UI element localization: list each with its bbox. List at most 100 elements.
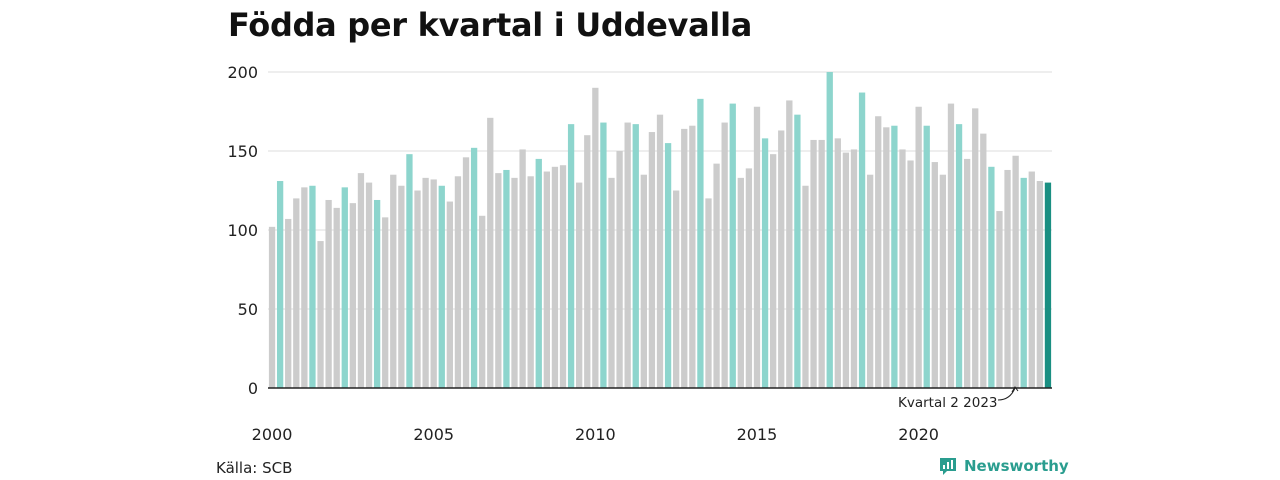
newsworthy-logo-icon [940,458,956,475]
bar [268,226,276,388]
bar [438,185,445,388]
bar [293,198,300,388]
bar [850,149,858,388]
bars [268,72,1052,389]
bar [729,103,736,388]
bar [963,158,971,388]
bar [535,158,542,388]
bar [309,185,316,388]
bar [947,103,955,388]
x-tick-label: 2020 [898,425,939,444]
bar [325,199,332,388]
bar [551,166,559,388]
newsworthy-logo[interactable]: Newsworthy [938,456,1069,476]
bar [341,187,348,388]
bar [1012,155,1019,388]
bar [333,207,340,388]
bar [883,127,890,389]
x-tick-label: 2015 [737,425,778,444]
annotation-label: Kvartal 2 2023 [898,395,998,411]
bar [624,122,631,388]
bar [1020,177,1027,388]
bar [761,138,769,388]
bar [664,143,672,388]
bar [446,201,453,388]
bar [923,125,930,388]
bar [745,168,753,388]
annotation: Kvartal 2 2023 [898,386,1019,411]
bar [390,174,397,388]
bar [866,174,874,388]
bar [398,185,405,388]
bar [1004,169,1011,388]
bar [430,179,437,388]
y-tick-label: 150 [227,142,258,161]
bar [373,199,381,388]
bar [972,108,979,388]
y-tick-label: 200 [227,63,258,82]
bar [357,173,365,388]
bar [778,130,785,388]
bar [543,171,550,388]
bar [939,174,947,388]
bar [705,198,712,388]
bar [487,117,494,388]
bar [462,157,470,388]
bar [697,98,704,389]
annotation-arrowhead [1011,386,1019,393]
bar [721,122,728,388]
bar [656,114,664,388]
bar [301,187,308,388]
bar [503,169,510,388]
bar [1044,182,1052,388]
bar [1028,171,1035,388]
bar [608,177,615,388]
bar [915,106,922,388]
bar [365,182,373,388]
bar [527,176,534,388]
y-tick-label: 0 [248,379,258,398]
bar [317,241,324,388]
bar [810,139,817,388]
bar [640,174,647,388]
bar [648,132,656,388]
bar [826,72,833,388]
bar [858,92,866,388]
bar [592,87,599,389]
bar [519,149,526,388]
bar [753,106,761,388]
bar [616,151,623,388]
bar [980,133,987,388]
x-axis-labels: 2000 2005 2010 2015 2020 [252,425,939,444]
bar [794,114,801,388]
source-label: Källa: SCB [216,459,293,477]
bar [414,190,421,388]
bar [406,154,413,388]
bar [891,125,898,388]
annotation-arrow [997,387,1016,401]
bar [802,185,809,388]
bar [899,149,906,388]
bar [584,135,591,388]
bar [454,176,462,388]
y-tick-label: 100 [227,221,258,240]
bar [907,160,914,388]
bar [285,218,292,388]
x-tick-label: 2005 [413,425,454,444]
bar [786,100,793,388]
bar [511,177,518,388]
bar [713,163,720,388]
bar [382,217,389,388]
bar [955,124,963,388]
bar [349,203,357,388]
bar [576,182,583,388]
bar [834,138,841,388]
bar [567,124,575,388]
bar [842,152,850,388]
bar [479,215,486,388]
chart-title: Födda per kvartal i Uddevalla [228,6,753,44]
bar [559,165,567,388]
bar [681,128,688,388]
bar [988,166,995,388]
